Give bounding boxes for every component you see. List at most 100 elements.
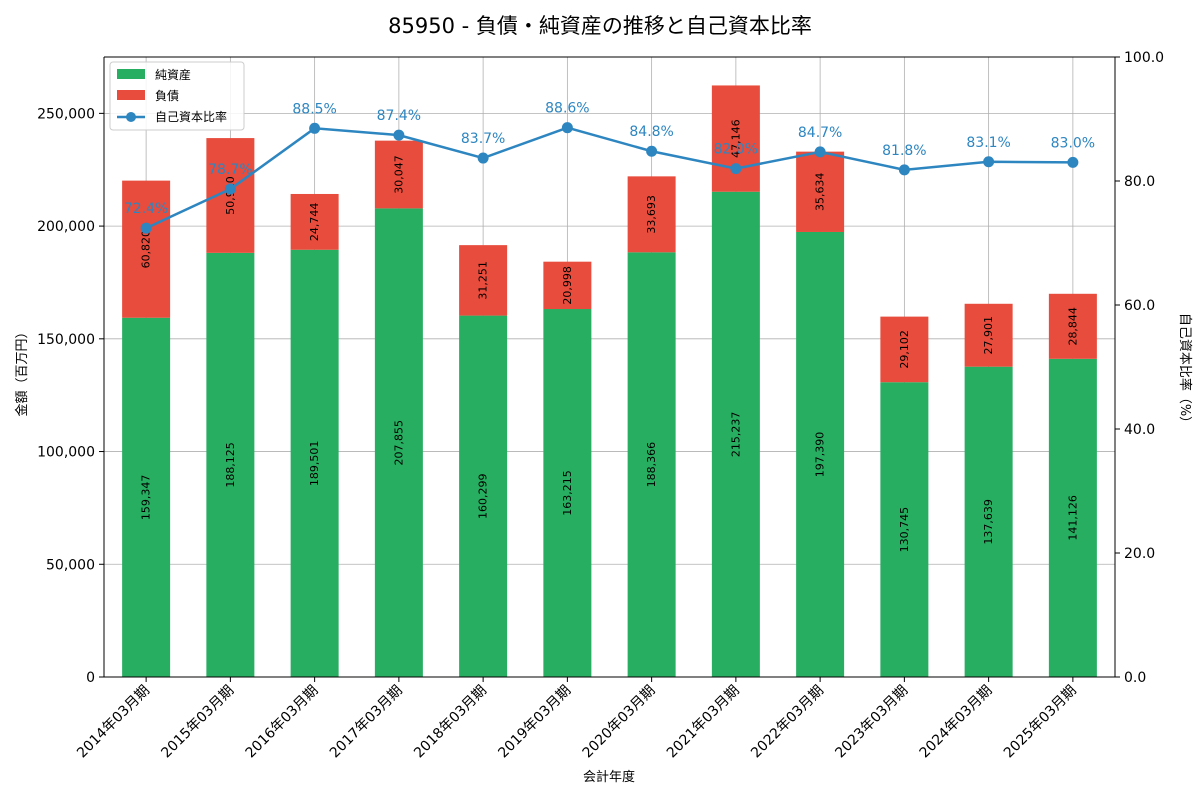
- ratio-label: 81.8%: [882, 143, 926, 159]
- bar-liabilities: [122, 180, 171, 318]
- bar-net-assets: [1048, 358, 1097, 677]
- bar-liabilities: [964, 303, 1013, 367]
- ratio-point: [224, 183, 236, 195]
- legend-label-net-assets: 純資産: [155, 67, 191, 82]
- bar-liabilities: [1048, 293, 1097, 359]
- bar-liabilities: [543, 261, 592, 310]
- legend-label-ratio: 自己資本比率: [155, 109, 227, 124]
- x-tick-label: 2023年03月期: [832, 683, 911, 762]
- bar-net-assets: [880, 382, 929, 677]
- x-tick-label: 2022年03月期: [748, 683, 827, 762]
- bar-net-assets: [796, 231, 845, 677]
- ratio-label: 84.8%: [629, 124, 673, 140]
- ratio-point: [477, 152, 489, 164]
- bar-net-assets: [374, 208, 423, 677]
- y2-tick-label: 80.0: [1124, 174, 1155, 190]
- liabilities-label: 31,251: [477, 261, 490, 300]
- x-tick-label: 2016年03月期: [243, 683, 322, 762]
- net-assets-label: 141,126: [1066, 495, 1079, 541]
- ratio-label: 78.7%: [208, 162, 252, 178]
- y2-tick-label: 40.0: [1124, 422, 1155, 438]
- y2-tick-label: 60.0: [1124, 298, 1155, 314]
- net-assets-label: 188,125: [224, 442, 237, 488]
- net-assets-label: 188,366: [645, 442, 658, 488]
- ratio-point: [898, 164, 910, 176]
- legend-swatch-liabilities: [117, 90, 145, 100]
- y2-tick-label: 0.0: [1124, 670, 1146, 686]
- ratio-point: [309, 122, 321, 134]
- x-tick-label: 2020年03月期: [580, 683, 659, 762]
- liabilities-label: 29,102: [898, 330, 911, 369]
- net-assets-label: 207,855: [392, 420, 405, 466]
- y-tick-label: 150,000: [37, 332, 95, 348]
- y-tick-label: 250,000: [37, 106, 95, 122]
- bar-liabilities: [796, 151, 845, 232]
- legend-swatch-net-assets: [117, 69, 145, 79]
- ratio-point: [393, 129, 405, 141]
- bar-net-assets: [711, 191, 760, 677]
- bar-liabilities: [290, 193, 339, 250]
- ratio-point: [561, 122, 573, 134]
- x-tick-label: 2017年03月期: [327, 683, 406, 762]
- x-tick-label: 2021年03月期: [664, 683, 743, 762]
- ratio-point: [814, 146, 826, 158]
- bar-net-assets: [290, 249, 339, 677]
- liabilities-label: 50,910: [224, 176, 237, 215]
- ratio-label: 83.7%: [461, 131, 505, 147]
- liabilities-label: 47,146: [729, 119, 742, 158]
- axes: [103, 56, 1116, 678]
- y-axis-title: 金額（百万円）: [14, 325, 30, 416]
- bar-net-assets: [206, 252, 255, 677]
- x-tick-label: 2015年03月期: [158, 683, 237, 762]
- ratio-label: 88.6%: [545, 101, 589, 117]
- y2-tick-label: 100.0: [1124, 50, 1164, 66]
- ratio-line: 72.4% 78.7% 88.5% 87.4% 83.7% 88.6% 84.8% 82.0%…: [124, 101, 1095, 234]
- x-axis-title: 会計年度: [583, 769, 635, 785]
- y2-tick-label: 20.0: [1124, 546, 1155, 562]
- net-assets-label: 137,639: [982, 499, 995, 545]
- liabilities-label: 24,744: [308, 203, 321, 242]
- bar-net-assets: [122, 317, 171, 677]
- bar-net-assets: [627, 252, 676, 677]
- grid: [104, 57, 1115, 678]
- net-assets-label: 215,237: [729, 412, 742, 458]
- ratio-label: 88.5%: [292, 101, 336, 117]
- x-tick-label: 2024年03月期: [917, 683, 996, 762]
- y2-axis-title: 自己資本比率（%）: [1177, 313, 1193, 429]
- net-assets-label: 197,390: [814, 432, 827, 478]
- x-tick-label: 2025年03月期: [1001, 683, 1080, 762]
- net-assets-label: 159,347: [140, 475, 153, 520]
- ratio-label: 87.4%: [377, 108, 421, 124]
- bars: [122, 85, 1097, 677]
- x-tick-label: 2014年03月期: [74, 683, 153, 762]
- liabilities-label: 20,998: [561, 266, 574, 305]
- bar-net-assets: [459, 315, 508, 677]
- net-assets-label: 160,299: [477, 474, 490, 520]
- ratio-label: 82.0%: [714, 142, 758, 158]
- liabilities-label: 28,844: [1066, 307, 1079, 346]
- ratio-point: [1067, 156, 1079, 168]
- segment-labels: 159,347 60,820 188,125 50,910 189,501 24,744 2…: [140, 119, 1080, 552]
- y-tick-label: 50,000: [46, 557, 95, 573]
- y-tick-label: 200,000: [37, 219, 95, 235]
- net-assets-label: 189,501: [308, 441, 321, 487]
- x-tick-label: 2018年03月期: [411, 683, 490, 762]
- chart-title: 85950 - 負債・純資産の推移と自己資本比率: [388, 14, 812, 38]
- ratio-point: [983, 156, 995, 168]
- ratio-point: [730, 163, 742, 175]
- y-tick-label: 100,000: [37, 445, 95, 461]
- liabilities-label: 35,634: [814, 173, 827, 212]
- bar-liabilities: [459, 245, 508, 316]
- ratio-label: 83.1%: [966, 135, 1010, 151]
- bar-net-assets: [543, 309, 592, 677]
- liabilities-label: 30,047: [392, 155, 405, 194]
- bar-net-assets: [964, 366, 1013, 677]
- ratio-point: [140, 222, 152, 234]
- net-assets-label: 163,215: [561, 470, 574, 516]
- y-tick-label: 0: [86, 670, 95, 686]
- x-tick-label: 2019年03月期: [495, 683, 574, 762]
- net-assets-label: 130,745: [898, 507, 911, 553]
- bar-liabilities: [374, 140, 423, 209]
